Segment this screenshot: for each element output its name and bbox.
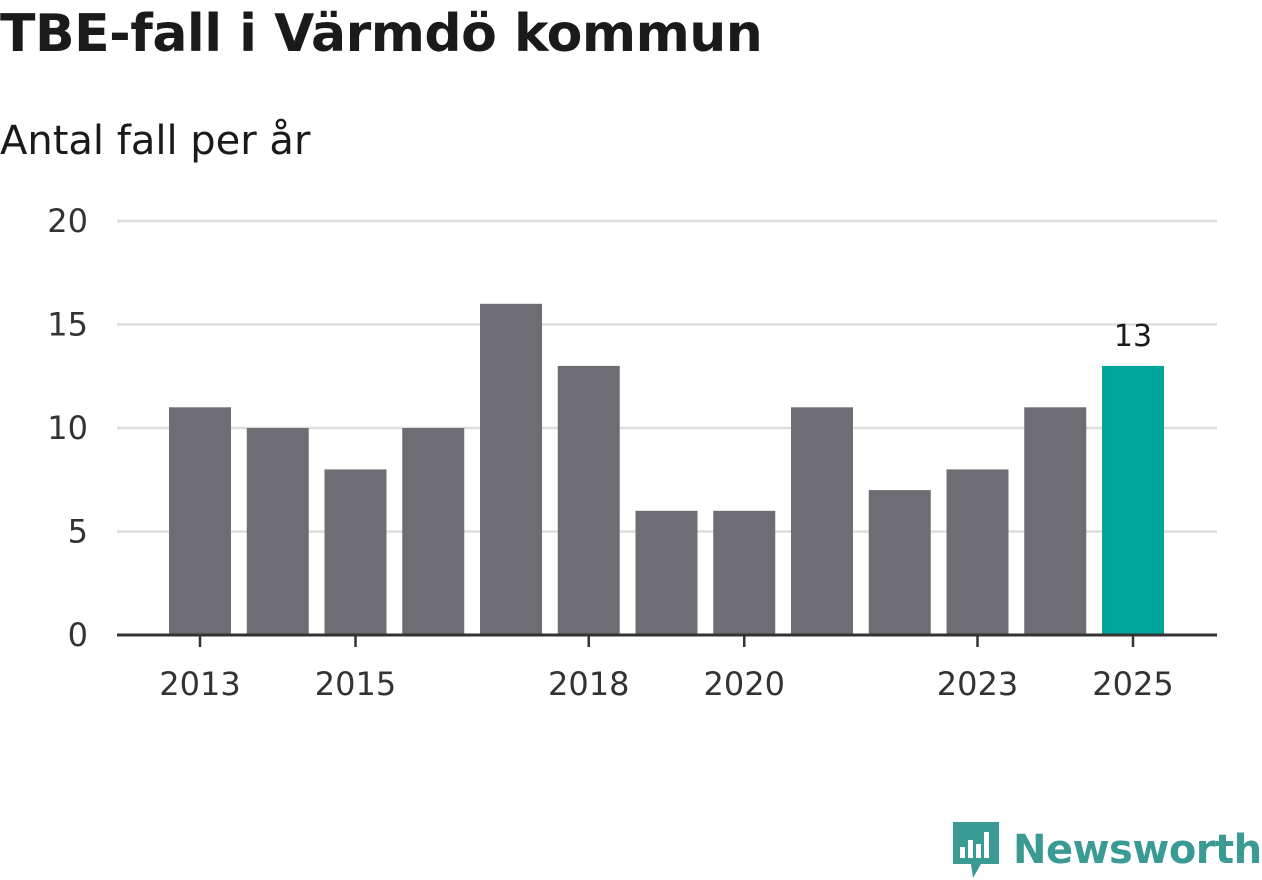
x-tick-label: 2025 (1092, 665, 1173, 703)
x-tick-label: 2015 (315, 665, 396, 703)
chart-title: TBE-fall i Värmdö kommun (0, 4, 763, 64)
bar-2024 (1024, 407, 1087, 635)
bar-2014 (246, 428, 309, 635)
x-tick-label: 2013 (159, 665, 240, 703)
bar-2019 (635, 510, 698, 635)
data-label: 13 (1114, 319, 1152, 354)
bar-2017 (480, 303, 542, 635)
bar-2018 (557, 365, 620, 635)
chart-subtitle: Antal fall per år (0, 118, 311, 164)
bar-2023 (946, 469, 1009, 635)
bar-2020 (713, 510, 776, 635)
x-tick-label: 2023 (937, 665, 1018, 703)
y-tick-label: 0 (68, 616, 88, 654)
bar-2021 (791, 407, 853, 635)
y-tick-label: 15 (47, 306, 88, 344)
bar-2016 (402, 428, 465, 635)
brand-name: Newsworthy (1013, 827, 1262, 873)
y-tick-label: 10 (47, 409, 88, 447)
newsworthy-logo-icon (953, 822, 999, 878)
y-tick-label: 20 (47, 202, 88, 240)
bar-2013 (169, 407, 231, 635)
brand-logo: Newsworthy (951, 820, 1262, 880)
x-tick-label: 2018 (548, 665, 629, 703)
bar-2022 (868, 490, 931, 635)
y-tick-label: 5 (68, 513, 88, 551)
bar-2015 (324, 469, 387, 635)
bar-2025 (1102, 365, 1164, 635)
x-tick-label: 2020 (704, 665, 785, 703)
